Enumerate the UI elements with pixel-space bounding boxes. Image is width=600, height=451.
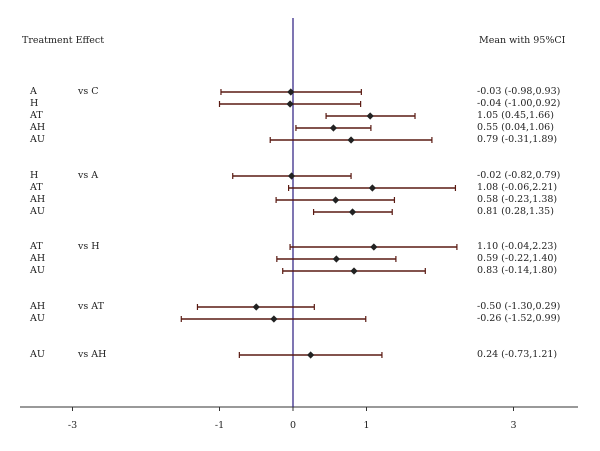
comparison-label: vs AT xyxy=(78,301,104,312)
ci-value-text: 0.55 (0.04,1.06) xyxy=(477,122,554,133)
comparison-label: vs H xyxy=(78,241,100,252)
mean-point-diamond xyxy=(307,351,315,359)
treatment-label: AU xyxy=(30,265,45,276)
treatment-label: AT xyxy=(30,241,43,252)
mean-point-diamond xyxy=(252,303,260,311)
comparison-label: vs AH xyxy=(78,349,107,360)
comparison-label: vs A xyxy=(78,170,99,181)
mean-point-diamond xyxy=(332,255,340,263)
treatment-label: AH xyxy=(30,194,46,205)
ci-value-text: 0.83 (-0.14,1.80) xyxy=(477,265,558,276)
header-mean-ci: Mean with 95%CI xyxy=(479,35,566,46)
treatment-label: AT xyxy=(30,182,43,193)
comparison-label: vs C xyxy=(78,86,99,97)
mean-point-diamond xyxy=(350,267,358,275)
mean-point-diamond xyxy=(329,124,338,132)
ci-value-text: 0.79 (-0.31,1.89) xyxy=(477,134,558,145)
treatment-label: AU xyxy=(30,349,45,360)
x-tick-label: -3 xyxy=(67,420,78,431)
ci-value-text: -0.02 (-0.82,0.79) xyxy=(477,170,561,181)
ci-value-text: 0.24 (-0.73,1.21) xyxy=(477,349,558,360)
treatment-label: AT xyxy=(30,110,43,121)
treatment-label: AH xyxy=(30,253,46,264)
ci-value-text: 0.58 (-0.23,1.38) xyxy=(477,194,558,205)
treatment-label: AU xyxy=(30,206,45,217)
mean-point-diamond xyxy=(287,88,295,96)
x-tick-label: -1 xyxy=(214,420,225,431)
x-tick-label: 1 xyxy=(363,420,370,431)
ci-value-text: -0.50 (-1.30,0.29) xyxy=(477,301,561,312)
header-treatment-effect: Treatment Effect xyxy=(22,35,105,46)
treatment-label: AH xyxy=(30,301,46,312)
ci-value-text: 1.05 (0.45,1.66) xyxy=(477,110,554,121)
treatment-label: A xyxy=(30,86,37,97)
mean-point-diamond xyxy=(287,172,296,180)
mean-point-diamond xyxy=(366,112,374,120)
treatment-label: AH xyxy=(30,122,46,133)
mean-point-diamond xyxy=(348,208,357,216)
ci-value-text: 1.10 (-0.04,2.23) xyxy=(477,241,558,252)
mean-point-diamond xyxy=(332,196,340,204)
treatment-label: AU xyxy=(30,313,45,324)
x-tick-label: 3 xyxy=(510,420,517,431)
treatment-label: AU xyxy=(30,134,45,145)
ci-value-text: 1.08 (-0.06,2.21) xyxy=(477,182,558,193)
treatment-label: H xyxy=(30,170,39,181)
x-tick-label: 0 xyxy=(289,420,297,431)
ci-value-text: -0.26 (-1.52,0.99) xyxy=(477,313,561,324)
mean-point-diamond xyxy=(270,315,278,323)
mean-point-diamond xyxy=(286,100,294,108)
ci-value-text: -0.04 (-1.00,0.92) xyxy=(477,98,561,109)
ci-value-text: 0.59 (-0.22,1.40) xyxy=(477,253,558,264)
mean-point-diamond xyxy=(347,136,355,144)
ci-value-text: -0.03 (-0.98,0.93) xyxy=(477,86,561,97)
mean-point-diamond xyxy=(368,184,376,192)
ci-value-text: 0.81 (0.28,1.35) xyxy=(477,206,554,217)
mean-point-diamond xyxy=(370,243,378,251)
treatment-label: H xyxy=(30,98,39,109)
